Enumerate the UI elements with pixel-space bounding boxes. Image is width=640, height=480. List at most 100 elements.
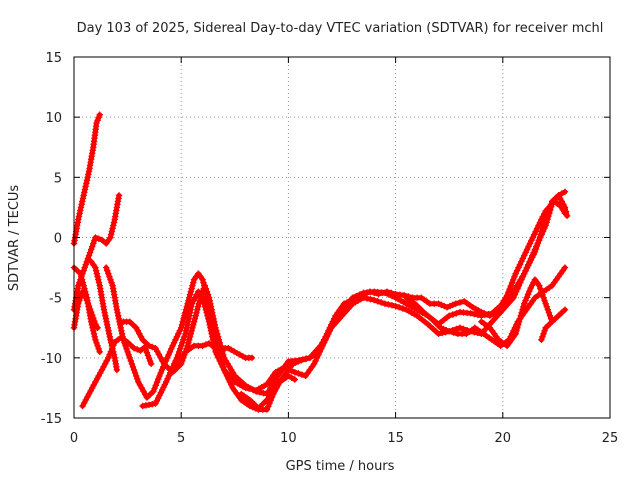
series-sat-m — [478, 276, 556, 349]
data-point — [84, 299, 92, 307]
data-point — [113, 306, 121, 313]
series-sat-d — [79, 334, 155, 410]
data-point — [115, 192, 123, 199]
data-point — [89, 243, 96, 250]
data-point — [92, 336, 99, 343]
data-point — [175, 348, 183, 356]
data-point — [115, 315, 123, 322]
data-point — [443, 326, 450, 334]
data-point — [81, 186, 89, 193]
data-point — [449, 311, 456, 318]
data-point — [195, 300, 203, 307]
data-point — [207, 300, 214, 307]
data-point — [291, 369, 299, 376]
data-point — [165, 351, 172, 359]
data-point — [92, 267, 100, 274]
data-point — [82, 294, 89, 301]
data-point — [543, 219, 550, 226]
data-point — [76, 297, 83, 304]
data-point — [513, 327, 520, 334]
data-point — [513, 267, 521, 274]
data-point — [173, 333, 181, 340]
data-point — [205, 294, 213, 301]
data-point — [96, 348, 103, 356]
data-point — [181, 333, 188, 340]
data-point — [520, 303, 527, 310]
data-point — [204, 291, 212, 298]
data-point — [117, 324, 124, 331]
data-point — [124, 348, 131, 356]
data-point — [363, 289, 371, 297]
data-point — [86, 249, 94, 256]
data-point — [134, 375, 141, 383]
data-point — [75, 213, 83, 220]
data-point — [187, 288, 195, 295]
data-point — [529, 234, 537, 241]
data-point — [523, 246, 531, 253]
data-point — [511, 273, 518, 280]
data-point — [80, 267, 87, 274]
data-point — [443, 304, 451, 311]
data-point — [511, 291, 519, 298]
data-point — [87, 246, 95, 253]
data-point — [456, 324, 464, 331]
data-point — [517, 312, 525, 319]
data-point — [151, 385, 158, 392]
y-tick-label: 5 — [54, 171, 62, 186]
data-point — [194, 306, 201, 313]
data-point — [209, 312, 217, 319]
data-point — [188, 285, 195, 292]
series-sat-j — [173, 340, 256, 368]
data-point — [155, 375, 162, 383]
data-point — [114, 312, 122, 319]
data-point — [77, 270, 84, 277]
data-point — [367, 296, 374, 303]
data-point — [188, 327, 195, 334]
data-point — [535, 222, 542, 229]
data-point — [207, 324, 214, 331]
series-sat-i — [139, 188, 569, 410]
data-point — [522, 297, 529, 304]
data-point — [535, 237, 543, 244]
data-point — [446, 302, 454, 310]
data-point — [169, 342, 176, 349]
data-point — [358, 292, 365, 299]
data-point — [289, 360, 296, 368]
data-point — [176, 345, 184, 353]
data-point — [83, 177, 91, 184]
data-point — [517, 279, 524, 286]
data-point — [109, 225, 116, 232]
data-point — [265, 403, 272, 410]
data-point — [515, 282, 523, 289]
data-point — [551, 198, 558, 205]
data-point — [515, 321, 522, 328]
data-point — [150, 388, 157, 395]
data-point — [388, 289, 395, 297]
data-point — [206, 297, 213, 304]
data-point — [94, 324, 101, 331]
data-point — [182, 330, 189, 337]
y-tick-label: -15 — [41, 412, 62, 427]
data-point — [90, 330, 98, 337]
data-point — [144, 352, 152, 359]
data-point — [295, 358, 302, 365]
data-point — [312, 357, 319, 365]
data-point — [102, 264, 110, 271]
data-point — [107, 234, 114, 241]
data-point — [541, 297, 548, 304]
data-point — [555, 192, 562, 199]
data-point — [518, 276, 525, 283]
chart-title: Day 103 of 2025, Sidereal Day-to-day VTE… — [77, 21, 604, 36]
data-point — [145, 401, 153, 408]
data-point — [137, 347, 144, 354]
data-point — [542, 324, 549, 331]
data-point — [134, 346, 141, 353]
data-point — [131, 369, 139, 377]
data-point — [92, 234, 99, 241]
data-point — [531, 246, 539, 253]
series-sat-f — [87, 258, 121, 374]
data-point — [143, 349, 151, 356]
data-point — [125, 351, 132, 359]
data-point — [528, 237, 535, 244]
